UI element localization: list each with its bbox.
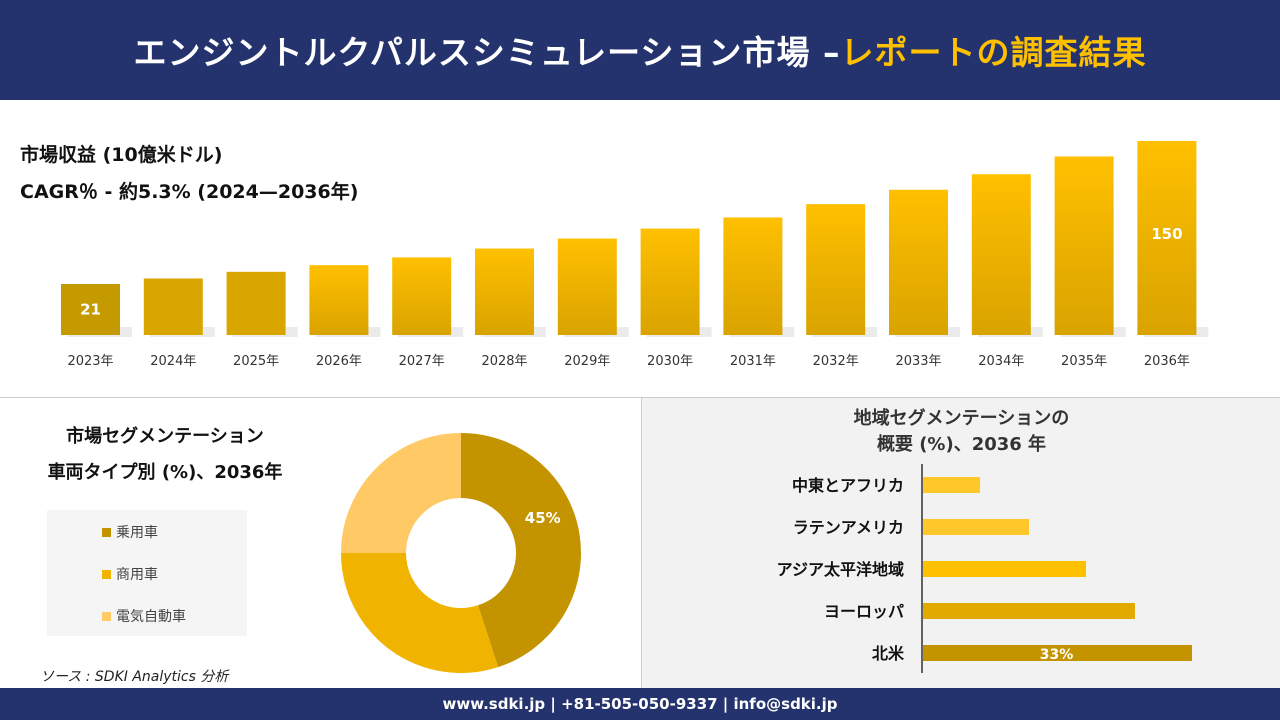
region-title-1: 地域セグメンテーションの xyxy=(853,408,1070,429)
bar-2035年 xyxy=(1054,156,1114,335)
x-tick-label: 2034年 xyxy=(978,354,1024,369)
x-tick-label: 2030年 xyxy=(647,354,693,369)
x-tick-label: 2027年 xyxy=(399,354,445,369)
title-main: エンジントルクパルスシミュレーション市場 – xyxy=(133,33,841,72)
revenue-bar-chart: 2023年 21 2024年 2025年 2026年 2027年 2028年 2029年 203… xyxy=(61,140,1209,369)
legend-swatch xyxy=(102,527,111,537)
data-label: 21 xyxy=(80,301,101,319)
segment-title-2: 車両タイプ別 (%)、2036年 xyxy=(47,462,283,483)
x-tick-label: 2029年 xyxy=(564,354,610,369)
legend-swatch xyxy=(102,611,111,621)
segment-title-1: 市場セグメンテーション xyxy=(66,426,264,447)
region-title-2: 概要 (%)、2036 年 xyxy=(876,434,1047,455)
x-tick-label: 2024年 xyxy=(150,354,196,369)
legend-item: 乗用車 xyxy=(102,522,158,542)
bar-2030年 xyxy=(640,228,700,335)
data-label: 33% xyxy=(1040,647,1074,663)
legend: 乗用車商用車電気自動車 xyxy=(47,510,247,636)
bar-2023年 xyxy=(61,284,120,335)
bar-中東とアフリカ xyxy=(923,477,981,493)
x-tick-label: 2033年 xyxy=(895,354,941,369)
x-tick-label: 2023年 xyxy=(67,354,113,369)
legend-item: 電気自動車 xyxy=(102,606,186,626)
donut-slice-商用車 xyxy=(341,553,499,673)
revenue-title: 市場収益 (10億米ドル) xyxy=(20,144,223,166)
legend-item: 商用車 xyxy=(102,564,158,584)
x-tick-label: 2025年 xyxy=(233,354,279,369)
donut-slice-電気自動車 xyxy=(341,433,461,553)
data-label: 150 xyxy=(1151,225,1182,243)
data-label: 45% xyxy=(525,509,561,527)
bar-2031年 xyxy=(723,217,783,335)
bar-北米 xyxy=(923,645,1192,661)
bar-2036年 xyxy=(1137,140,1197,335)
bar-アジア太平洋地域 xyxy=(923,561,1087,577)
bar-2033年 xyxy=(889,189,948,335)
category-label: アジア太平洋地域 xyxy=(777,560,904,579)
x-tick-label: 2036年 xyxy=(1144,354,1190,369)
bar-2024年 xyxy=(143,278,203,335)
vehicle-donut-chart: 45% xyxy=(341,433,581,673)
legend-swatch xyxy=(102,569,111,579)
legend-label: 乗用車 xyxy=(116,525,158,541)
footer-contact: www.sdki.jp | +81-505-050-9337 | info@sd… xyxy=(0,688,1280,720)
x-tick-label: 2035年 xyxy=(1061,354,1107,369)
bar-2032年 xyxy=(806,204,866,335)
bar-2026年 xyxy=(309,265,369,335)
x-tick-label: 2028年 xyxy=(481,354,527,369)
source-note: ソース : SDKI Analytics 分析 xyxy=(40,669,229,685)
bar-ヨーロッパ xyxy=(923,603,1135,619)
donut-slice-乗用車 xyxy=(461,433,581,668)
cagr-text: CAGR％ - 約5.3% (2024—2036年) xyxy=(20,181,359,203)
bar-2029年 xyxy=(557,238,617,335)
legend-label: 電気自動車 xyxy=(116,609,186,625)
divider xyxy=(0,397,1280,398)
x-tick-label: 2032年 xyxy=(813,354,859,369)
category-label: ラテンアメリカ xyxy=(793,518,904,537)
bar-ラテンアメリカ xyxy=(923,519,1029,535)
bar-2034年 xyxy=(971,174,1031,335)
category-label: 北米 xyxy=(872,644,905,663)
x-tick-label: 2031年 xyxy=(730,354,776,369)
category-label: 中東とアフリカ xyxy=(792,476,904,495)
title-accent: レポートの調査結果 xyxy=(840,33,1147,72)
bar-2027年 xyxy=(392,257,452,335)
bar-2025年 xyxy=(226,271,286,335)
vehicle-segment-section: 市場セグメンテーション 車両タイプ別 (%)、2036年 乗用車商用車電気自動車… xyxy=(0,398,640,688)
bar-2028年 xyxy=(475,248,534,335)
region-segment-section: 地域セグメンテーションの 概要 (%)、2036 年 中東とアフリカ ラテンアメリ… xyxy=(641,398,1280,688)
category-label: ヨーロッパ xyxy=(824,602,904,621)
header-banner: エンジントルクパルスシミュレーション市場 – レポートの調査結果 xyxy=(0,0,1280,100)
legend-label: 商用車 xyxy=(116,567,158,583)
x-tick-label: 2026年 xyxy=(316,354,362,369)
